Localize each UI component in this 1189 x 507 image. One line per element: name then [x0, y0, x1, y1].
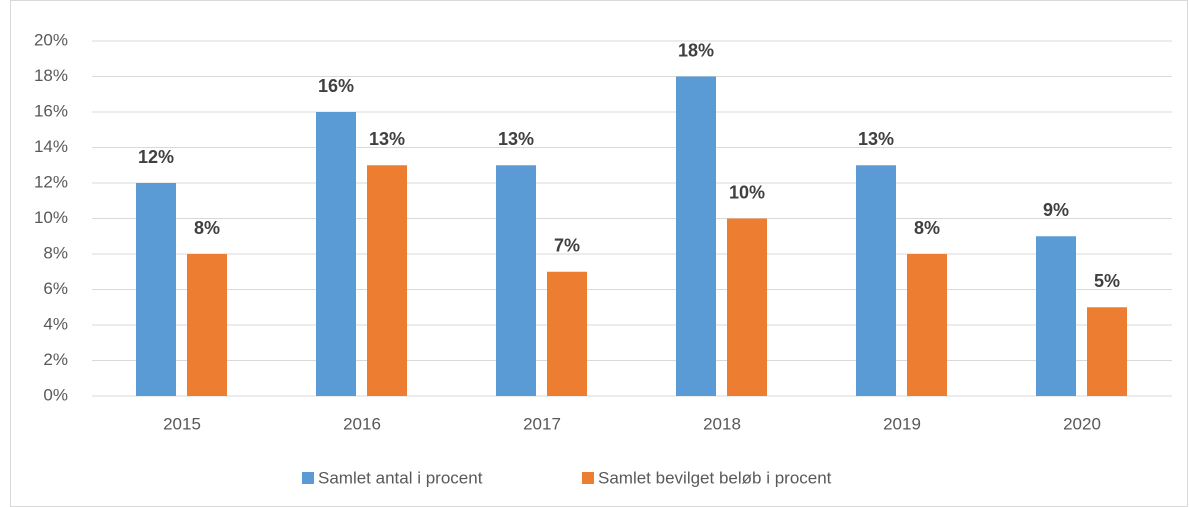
legend-label: Samlet bevilget beløb i procent	[598, 468, 832, 487]
x-tick-label: 2016	[343, 414, 381, 433]
x-tick-label: 2017	[523, 414, 561, 433]
y-tick-label: 18%	[34, 66, 68, 85]
data-label: 13%	[498, 129, 534, 149]
y-tick-label: 10%	[34, 208, 68, 227]
y-tick-label: 20%	[34, 30, 68, 49]
bar	[1036, 236, 1076, 396]
y-tick-label: 4%	[43, 314, 68, 333]
y-tick-label: 2%	[43, 350, 68, 369]
bar	[676, 76, 716, 396]
y-tick-label: 6%	[43, 279, 68, 298]
y-tick-label: 8%	[43, 243, 68, 262]
bar	[316, 112, 356, 396]
bar	[187, 254, 227, 396]
data-label: 8%	[194, 218, 220, 238]
y-tick-label: 14%	[34, 137, 68, 156]
data-label: 7%	[554, 236, 580, 256]
data-label: 13%	[858, 129, 894, 149]
y-tick-label: 16%	[34, 101, 68, 120]
data-label: 8%	[914, 218, 940, 238]
x-tick-label: 2019	[883, 414, 921, 433]
data-label: 9%	[1043, 200, 1069, 220]
data-label: 12%	[138, 147, 174, 167]
legend-label: Samlet antal i procent	[318, 468, 483, 487]
data-label: 16%	[318, 76, 354, 96]
bar	[547, 271, 587, 396]
data-label: 13%	[369, 129, 405, 149]
legend-swatch	[582, 472, 594, 484]
x-tick-label: 2018	[703, 414, 741, 433]
x-tick-label: 2015	[163, 414, 201, 433]
data-label: 10%	[729, 182, 765, 202]
legend-swatch	[302, 472, 314, 484]
bar	[727, 218, 767, 396]
bar	[136, 183, 176, 396]
bar	[907, 254, 947, 396]
data-label: 18%	[678, 40, 714, 60]
bar	[496, 165, 536, 396]
bar	[1087, 307, 1127, 396]
bar	[856, 165, 896, 396]
x-tick-label: 2020	[1063, 414, 1101, 433]
y-tick-label: 0%	[43, 385, 68, 404]
bar	[367, 165, 407, 396]
y-tick-label: 12%	[34, 172, 68, 191]
data-label: 5%	[1094, 271, 1120, 291]
